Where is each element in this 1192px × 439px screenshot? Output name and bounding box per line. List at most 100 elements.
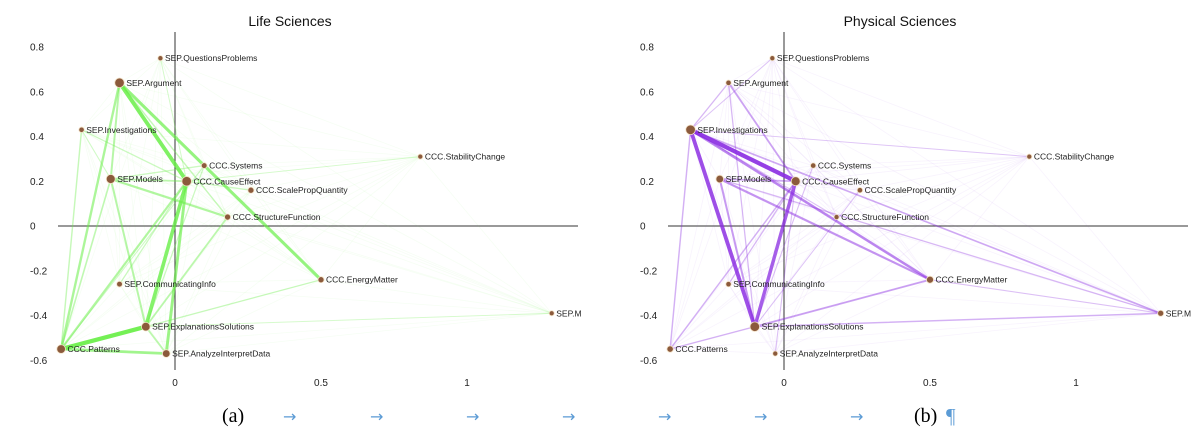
caption-a: (a) — [222, 405, 244, 428]
chart-title: Life Sciences — [248, 13, 331, 29]
point-label: SEP.QuestionsProblems — [777, 53, 869, 63]
point-label: SEP.Models — [726, 174, 772, 184]
point-label: SEP.CommunicatingInfo — [124, 279, 216, 289]
physical-sciences-chart: Physical Sciences0.80.60.40.20-0.2-0.4-0… — [640, 13, 1191, 389]
life-sciences-chart: Life Sciences0.80.60.40.20-0.2-0.4-0.60 0… — [30, 13, 582, 389]
faint-edge — [160, 58, 166, 353]
point — [418, 154, 423, 159]
point — [182, 176, 192, 186]
point — [225, 214, 231, 220]
point-label: CCC.Systems — [209, 161, 262, 171]
point — [248, 187, 254, 193]
x-tick-label: 0 — [172, 378, 178, 389]
point-label: CCC.EnergyMatter — [936, 275, 1008, 285]
edge-layer — [61, 58, 552, 353]
point-label: CCC.StructureFunction — [233, 212, 321, 222]
faint-edge — [670, 313, 1161, 349]
point — [549, 311, 554, 316]
point — [141, 322, 150, 331]
tab-arrow-icon: → — [658, 407, 671, 426]
edge — [670, 130, 690, 349]
y-tick-label: 0.8 — [30, 43, 44, 54]
edge — [691, 83, 729, 130]
faint-edge — [61, 58, 160, 349]
edge-layer — [670, 58, 1161, 353]
edge — [930, 280, 1161, 314]
faint-edge — [775, 280, 930, 354]
tab-arrow-icon: → — [283, 407, 296, 426]
faint-edge — [321, 280, 552, 314]
faint-edge — [251, 190, 552, 313]
point — [926, 276, 933, 283]
point — [318, 277, 324, 283]
point-label: SEP.ExplanationsSolutions — [762, 322, 864, 332]
faint-edge — [160, 58, 420, 156]
point-label: CCC.CauseEffect — [802, 176, 870, 186]
point-label: SEP.CommunicatingInfo — [733, 279, 825, 289]
point — [115, 78, 125, 88]
point-label: CCC.ScalePropQuantity — [256, 185, 348, 195]
faint-edge — [930, 157, 1029, 280]
point — [79, 127, 84, 132]
y-tick-label: 0.2 — [640, 177, 654, 188]
point-label: SEP.Investigations — [697, 125, 767, 135]
y-tick-label: 0 — [640, 222, 646, 233]
y-tick-label: -0.2 — [30, 266, 48, 277]
point-label: SEP.Models — [117, 174, 163, 184]
point — [750, 322, 760, 332]
y-tick-label: -0.2 — [640, 266, 658, 277]
faint-edge — [111, 58, 161, 179]
faint-edge — [228, 217, 552, 313]
faint-edge — [772, 58, 1029, 156]
y-tick-label: 0.4 — [640, 132, 654, 143]
point — [810, 163, 815, 168]
y-tick-label: 0.4 — [30, 132, 44, 143]
point — [162, 350, 170, 358]
point-label: SEP.Argument — [733, 78, 789, 88]
point-label: CCC.Systems — [818, 161, 871, 171]
y-tick-label: -0.4 — [640, 311, 658, 322]
point — [686, 125, 696, 135]
y-tick-label: -0.6 — [640, 356, 658, 367]
tab-arrow-icon: → — [754, 407, 767, 426]
y-tick-label: 0 — [30, 222, 36, 233]
faint-edge — [729, 83, 837, 217]
y-tick-label: 0.2 — [30, 177, 44, 188]
faint-edge — [82, 130, 167, 354]
y-tick-label: -0.6 — [30, 356, 48, 367]
faint-edge — [166, 280, 321, 354]
edge — [720, 179, 1161, 313]
y-tick-label: 0.6 — [30, 87, 44, 98]
x-tick-label: 1 — [464, 378, 470, 389]
y-tick-label: 0.8 — [640, 43, 654, 54]
point — [1027, 154, 1032, 159]
point — [791, 177, 800, 186]
point-label: SEP.AnalyzeInterpretData — [172, 349, 270, 359]
point-label: SEP.AnalyzeInterpretData — [780, 349, 878, 359]
point-label: CCC.StabilityChange — [425, 152, 506, 162]
faint-edge — [111, 179, 552, 313]
point — [57, 345, 66, 354]
point — [158, 56, 163, 61]
point-label: CCC.Patterns — [67, 344, 119, 354]
edge — [691, 130, 755, 327]
point-label: CCC.EnergyMatter — [326, 275, 398, 285]
point-label: CCC.StabilityChange — [1034, 152, 1115, 162]
point-label: SEP.Investigations — [86, 125, 156, 135]
x-tick-label: 0.5 — [923, 378, 937, 389]
pilcrow-icon: ¶ — [946, 404, 956, 429]
point — [106, 175, 115, 184]
point — [726, 281, 731, 286]
point — [770, 56, 775, 61]
point-label: SEP.M — [556, 308, 581, 318]
point-label: CCC.ScalePropQuantity — [865, 185, 957, 195]
x-tick-label: 0.5 — [314, 378, 328, 389]
faint-edge — [670, 284, 728, 349]
y-tick-label: 0.6 — [640, 87, 654, 98]
point — [857, 187, 862, 192]
point — [834, 214, 839, 219]
point — [201, 163, 207, 169]
point — [1158, 310, 1164, 316]
point — [716, 175, 724, 183]
x-tick-label: 0 — [781, 378, 787, 389]
